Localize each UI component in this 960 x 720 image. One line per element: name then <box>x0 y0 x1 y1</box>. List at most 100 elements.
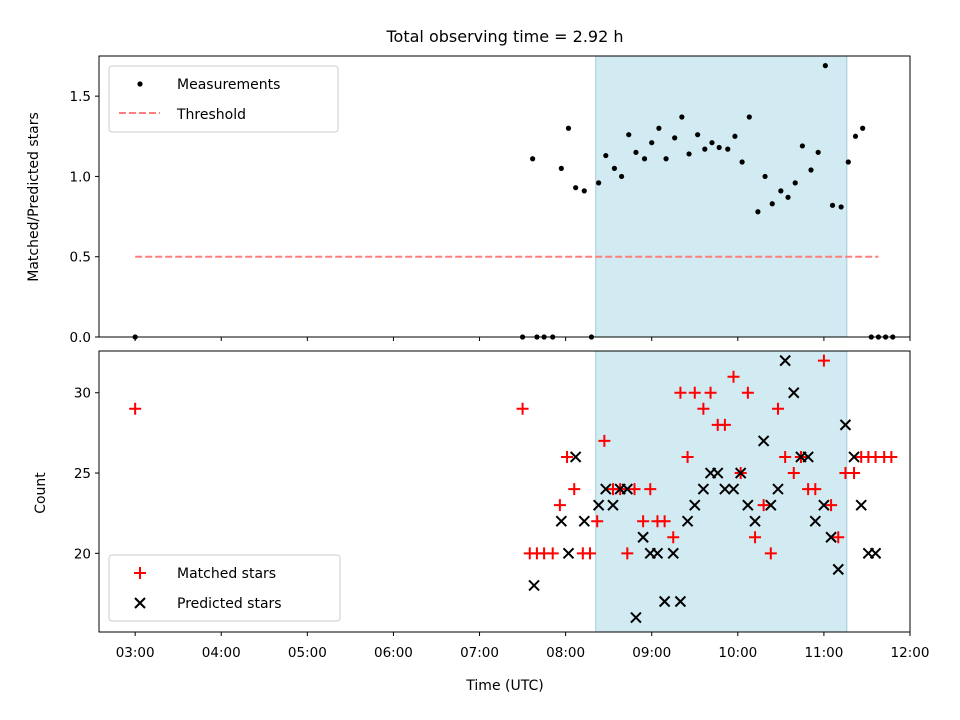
y-axis-ticks: 20 25 30 <box>74 386 99 562</box>
x-tick-label: 04:00 <box>202 645 241 661</box>
y-tick-label: 25 <box>74 466 91 482</box>
predicted-star-point <box>658 595 671 608</box>
count-y-axis-label: Count <box>33 472 49 514</box>
legend-label-predicted: Predicted stars <box>177 596 282 612</box>
legend-marker-measurements <box>137 81 143 87</box>
predicted-star-point <box>569 451 582 463</box>
matched-star-point <box>848 467 861 480</box>
y-axis-ticks: 0.0 0.5 1.0 1.5 <box>70 89 99 346</box>
x-axis-ticks: 03:00 04:00 05:00 06:00 07:00 08:00 09:00 10:00… <box>116 632 930 661</box>
measurement-point <box>679 114 685 120</box>
predicted-star-point <box>869 547 882 560</box>
measurement-point <box>769 201 775 207</box>
predicted-star-point <box>637 531 649 543</box>
predicted-star-point <box>555 515 568 527</box>
predicted-star-point <box>809 515 822 527</box>
matched-star-point <box>817 354 830 367</box>
matched-star-point <box>787 467 800 480</box>
predicted-star-point <box>757 435 770 447</box>
predicted-star-point <box>528 579 540 592</box>
predicted-star-point <box>802 451 814 463</box>
predicted-star-point <box>562 547 575 560</box>
predicted-star-point <box>772 483 784 495</box>
predicted-star-point <box>689 499 701 511</box>
predicted-star-point <box>848 451 860 463</box>
count-legend: Matched stars Predicted stars <box>108 554 341 622</box>
measurement-point <box>573 185 579 191</box>
count-panel-frame <box>98 350 911 633</box>
predicted-star-point <box>779 354 791 367</box>
predicted-star-point <box>621 483 634 495</box>
measurement-point <box>686 151 692 157</box>
measurement-points <box>132 63 896 340</box>
measurement-point <box>611 165 618 171</box>
predicted-star-point <box>681 515 694 527</box>
legend-marker-matched <box>134 567 146 579</box>
measurement-point <box>603 152 609 159</box>
x-tick-label: 12:00 <box>891 645 930 661</box>
matched-star-point <box>727 370 740 383</box>
x-tick-label: 03:00 <box>116 645 155 661</box>
measurement-point <box>815 149 821 155</box>
measurement-point <box>762 173 768 180</box>
matched-star-point <box>637 515 650 528</box>
matched-star-point <box>688 386 701 399</box>
predicted-star-point <box>674 595 687 608</box>
matched-star-point <box>741 386 754 399</box>
matched-star-point <box>667 531 680 544</box>
matched-star-point <box>704 386 717 399</box>
measurement-point <box>852 133 859 139</box>
y-tick-label: 1.5 <box>70 89 91 105</box>
legend-label-measurements: Measurements <box>177 77 280 93</box>
matched-star-point <box>598 434 611 447</box>
predicted-star-point <box>749 515 761 527</box>
predicted-star-point <box>742 499 754 511</box>
count-points <box>129 354 898 624</box>
matched-star-point <box>621 547 634 560</box>
measurement-point <box>702 146 708 152</box>
x-tick-label: 10:00 <box>718 645 757 661</box>
x-tick-label: 06:00 <box>374 645 413 661</box>
measurement-point <box>822 63 828 69</box>
measurement-point <box>709 140 715 146</box>
matched-star-point <box>516 402 529 415</box>
matched-star-point <box>591 515 604 528</box>
matched-star-point <box>644 483 657 496</box>
measurement-point <box>845 159 851 165</box>
matched-star-point <box>832 531 845 544</box>
measurement-point <box>725 146 731 152</box>
predicted-star-point <box>765 499 777 511</box>
measurement-point <box>838 204 844 210</box>
matched-star-point <box>779 450 792 463</box>
measurement-point <box>808 167 814 173</box>
x-axis-tick-marks <box>134 337 911 341</box>
matched-star-point <box>825 499 838 512</box>
ratio-panel-frame <box>98 55 911 338</box>
measurement-point <box>829 202 836 208</box>
y-tick-label: 0.5 <box>70 250 91 266</box>
measurement-point <box>649 140 655 146</box>
matched-star-point <box>561 450 574 463</box>
ratio-panel: 0.0 0.5 1.0 1.5 Matched/Predicted stars Mea… <box>26 55 911 346</box>
predicted-star-point <box>578 515 590 527</box>
predicted-star-point <box>855 499 867 511</box>
ratio-legend: Measurements Threshold <box>108 65 339 133</box>
matched-star-point <box>885 450 898 463</box>
y-tick-label: 30 <box>74 386 91 402</box>
matched-star-point <box>681 450 694 463</box>
predicted-star-point <box>607 499 619 511</box>
measurement-point <box>746 114 752 120</box>
measurement-point <box>558 165 564 171</box>
x-tick-label: 08:00 <box>546 645 585 661</box>
matched-star-point <box>771 402 784 415</box>
matched-star-point <box>749 531 762 544</box>
predicted-star-point <box>818 499 830 511</box>
predicted-star-point <box>719 483 731 495</box>
observing-window-shade <box>595 55 848 338</box>
matched-star-point <box>764 547 777 560</box>
y-tick-label: 1.0 <box>70 169 91 185</box>
measurement-point <box>732 133 738 139</box>
predicted-star-point <box>825 531 837 543</box>
x-tick-label: 09:00 <box>632 645 671 661</box>
measurement-point <box>778 188 784 194</box>
